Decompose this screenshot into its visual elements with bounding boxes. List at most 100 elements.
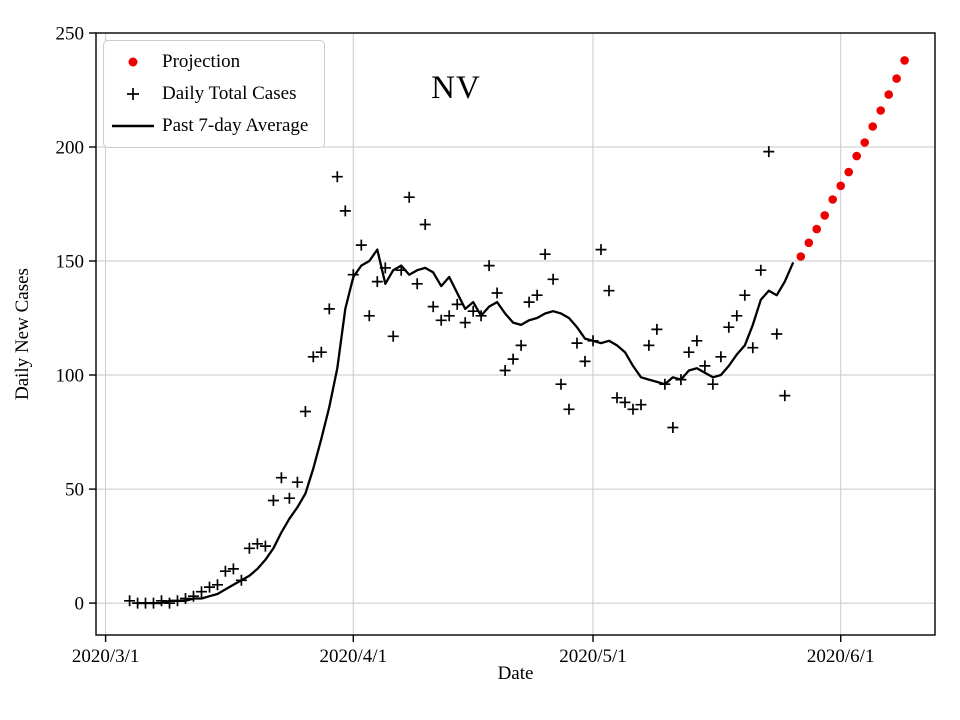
legend-item-daily-total-cases: Daily Total Cases <box>104 81 308 107</box>
line-sample-icon-svg <box>112 124 154 128</box>
daily-cases-marker <box>291 476 303 488</box>
daily-cases-marker <box>491 287 503 299</box>
daily-cases-marker <box>635 399 647 411</box>
daily-cases-marker <box>459 317 471 329</box>
y-axis-label: Daily New Cases <box>12 268 33 400</box>
daily-cases-marker <box>723 321 735 333</box>
daily-cases-marker <box>475 310 487 322</box>
daily-cases-marker <box>387 330 399 342</box>
daily-cases-marker <box>707 378 719 390</box>
line-sample-icon <box>104 119 162 133</box>
daily-cases-marker <box>275 472 287 484</box>
daily-cases-marker <box>267 495 279 506</box>
daily-cases-marker <box>419 219 431 230</box>
daily-cases-marker <box>363 310 375 322</box>
projection-marker <box>900 56 909 65</box>
daily-cases-marker <box>499 365 511 376</box>
daily-cases-marker <box>651 323 663 335</box>
daily-cases-marker <box>595 244 607 256</box>
daily-cases-marker <box>196 586 207 598</box>
plot-border <box>95 32 936 636</box>
daily-cases-marker <box>427 301 439 313</box>
legend-label-7day-average: Past 7-day Average <box>162 115 309 136</box>
projection-marker <box>820 211 829 220</box>
projection-marker <box>868 122 877 131</box>
projection-marker <box>876 106 885 115</box>
daily-cases-marker <box>188 590 199 602</box>
daily-cases-marker <box>779 390 791 402</box>
daily-cases-marker <box>507 353 519 365</box>
projection-marker <box>860 138 869 147</box>
daily-cases-marker <box>204 581 215 593</box>
daily-cases-marker <box>515 339 527 351</box>
daily-cases-marker <box>251 538 263 550</box>
projection-marker <box>796 252 806 261</box>
y-tick-label: 200 <box>56 138 85 159</box>
daily-cases-marker <box>259 540 271 552</box>
daily-cases-marker <box>555 378 567 390</box>
daily-cases-marker <box>379 262 391 274</box>
daily-cases-marker <box>283 492 295 504</box>
daily-cases-marker <box>164 597 175 609</box>
y-tick-label: 150 <box>56 252 85 273</box>
projection-marker <box>836 181 845 191</box>
x-tick-label: 2020/5/1 <box>559 646 627 667</box>
daily-cases-marker <box>156 595 167 607</box>
daily-cases-marker <box>667 422 679 433</box>
daily-cases-marker <box>579 355 591 367</box>
daily-cases-marker <box>571 337 583 349</box>
daily-cases-marker <box>299 406 311 417</box>
daily-cases-marker <box>763 146 775 158</box>
projection-marker <box>804 238 814 248</box>
legend-item-projection: Projection <box>104 49 308 75</box>
daily-cases-marker <box>243 542 255 554</box>
daily-cases-marker <box>172 595 183 607</box>
daily-cases-marker <box>755 264 767 276</box>
daily-cases-marker <box>355 239 367 251</box>
legend-item-7day-average: Past 7-day Average <box>104 113 308 139</box>
daily-cases-marker <box>771 328 783 340</box>
daily-cases-marker <box>739 289 751 301</box>
daily-cases-marker <box>611 392 623 404</box>
daily-cases-marker <box>219 565 231 577</box>
projection-marker <box>828 195 837 204</box>
projection-dot-icon-svg <box>128 57 138 67</box>
daily-cases-marker <box>523 296 535 308</box>
daily-cases-marker <box>691 335 703 347</box>
daily-cases-marker <box>483 260 495 272</box>
daily-cases-marker <box>747 342 759 354</box>
daily-cases-marker <box>627 403 639 415</box>
daily-cases-marker <box>347 269 359 281</box>
daily-cases-marker <box>683 346 695 358</box>
daily-cases-marker <box>451 298 463 310</box>
daily-cases-marker <box>180 593 191 604</box>
projection-marker <box>852 151 861 161</box>
projection-dot-shape <box>128 57 138 67</box>
projection-marker <box>892 74 901 83</box>
daily-cases-marker <box>699 360 711 372</box>
daily-cases-marker <box>547 273 559 285</box>
daily-cases-marker <box>731 310 743 322</box>
x-tick-label: 2020/4/1 <box>320 646 388 667</box>
chart-title: NV <box>431 70 481 106</box>
daily-cases-marker <box>443 310 455 322</box>
plus-marker-shape <box>127 88 139 100</box>
daily-cases-marker <box>603 285 615 297</box>
daily-cases-marker <box>587 335 599 347</box>
daily-cases-marker <box>563 403 575 415</box>
plus-marker-icon-svg <box>127 88 139 100</box>
x-axis-label: Date <box>497 663 534 684</box>
projection-marker <box>812 224 821 234</box>
plus-marker-icon <box>104 87 162 101</box>
daily-cases-marker <box>435 314 447 326</box>
daily-cases-marker <box>148 597 159 609</box>
daily-cases-marker <box>315 346 327 358</box>
daily-cases-marker <box>395 264 407 276</box>
daily-cases-marker <box>659 378 671 390</box>
y-tick-label: 250 <box>56 24 85 45</box>
y-tick-label: 100 <box>56 366 85 387</box>
daily-cases-marker <box>403 191 415 203</box>
daily-cases-marker <box>411 278 423 290</box>
